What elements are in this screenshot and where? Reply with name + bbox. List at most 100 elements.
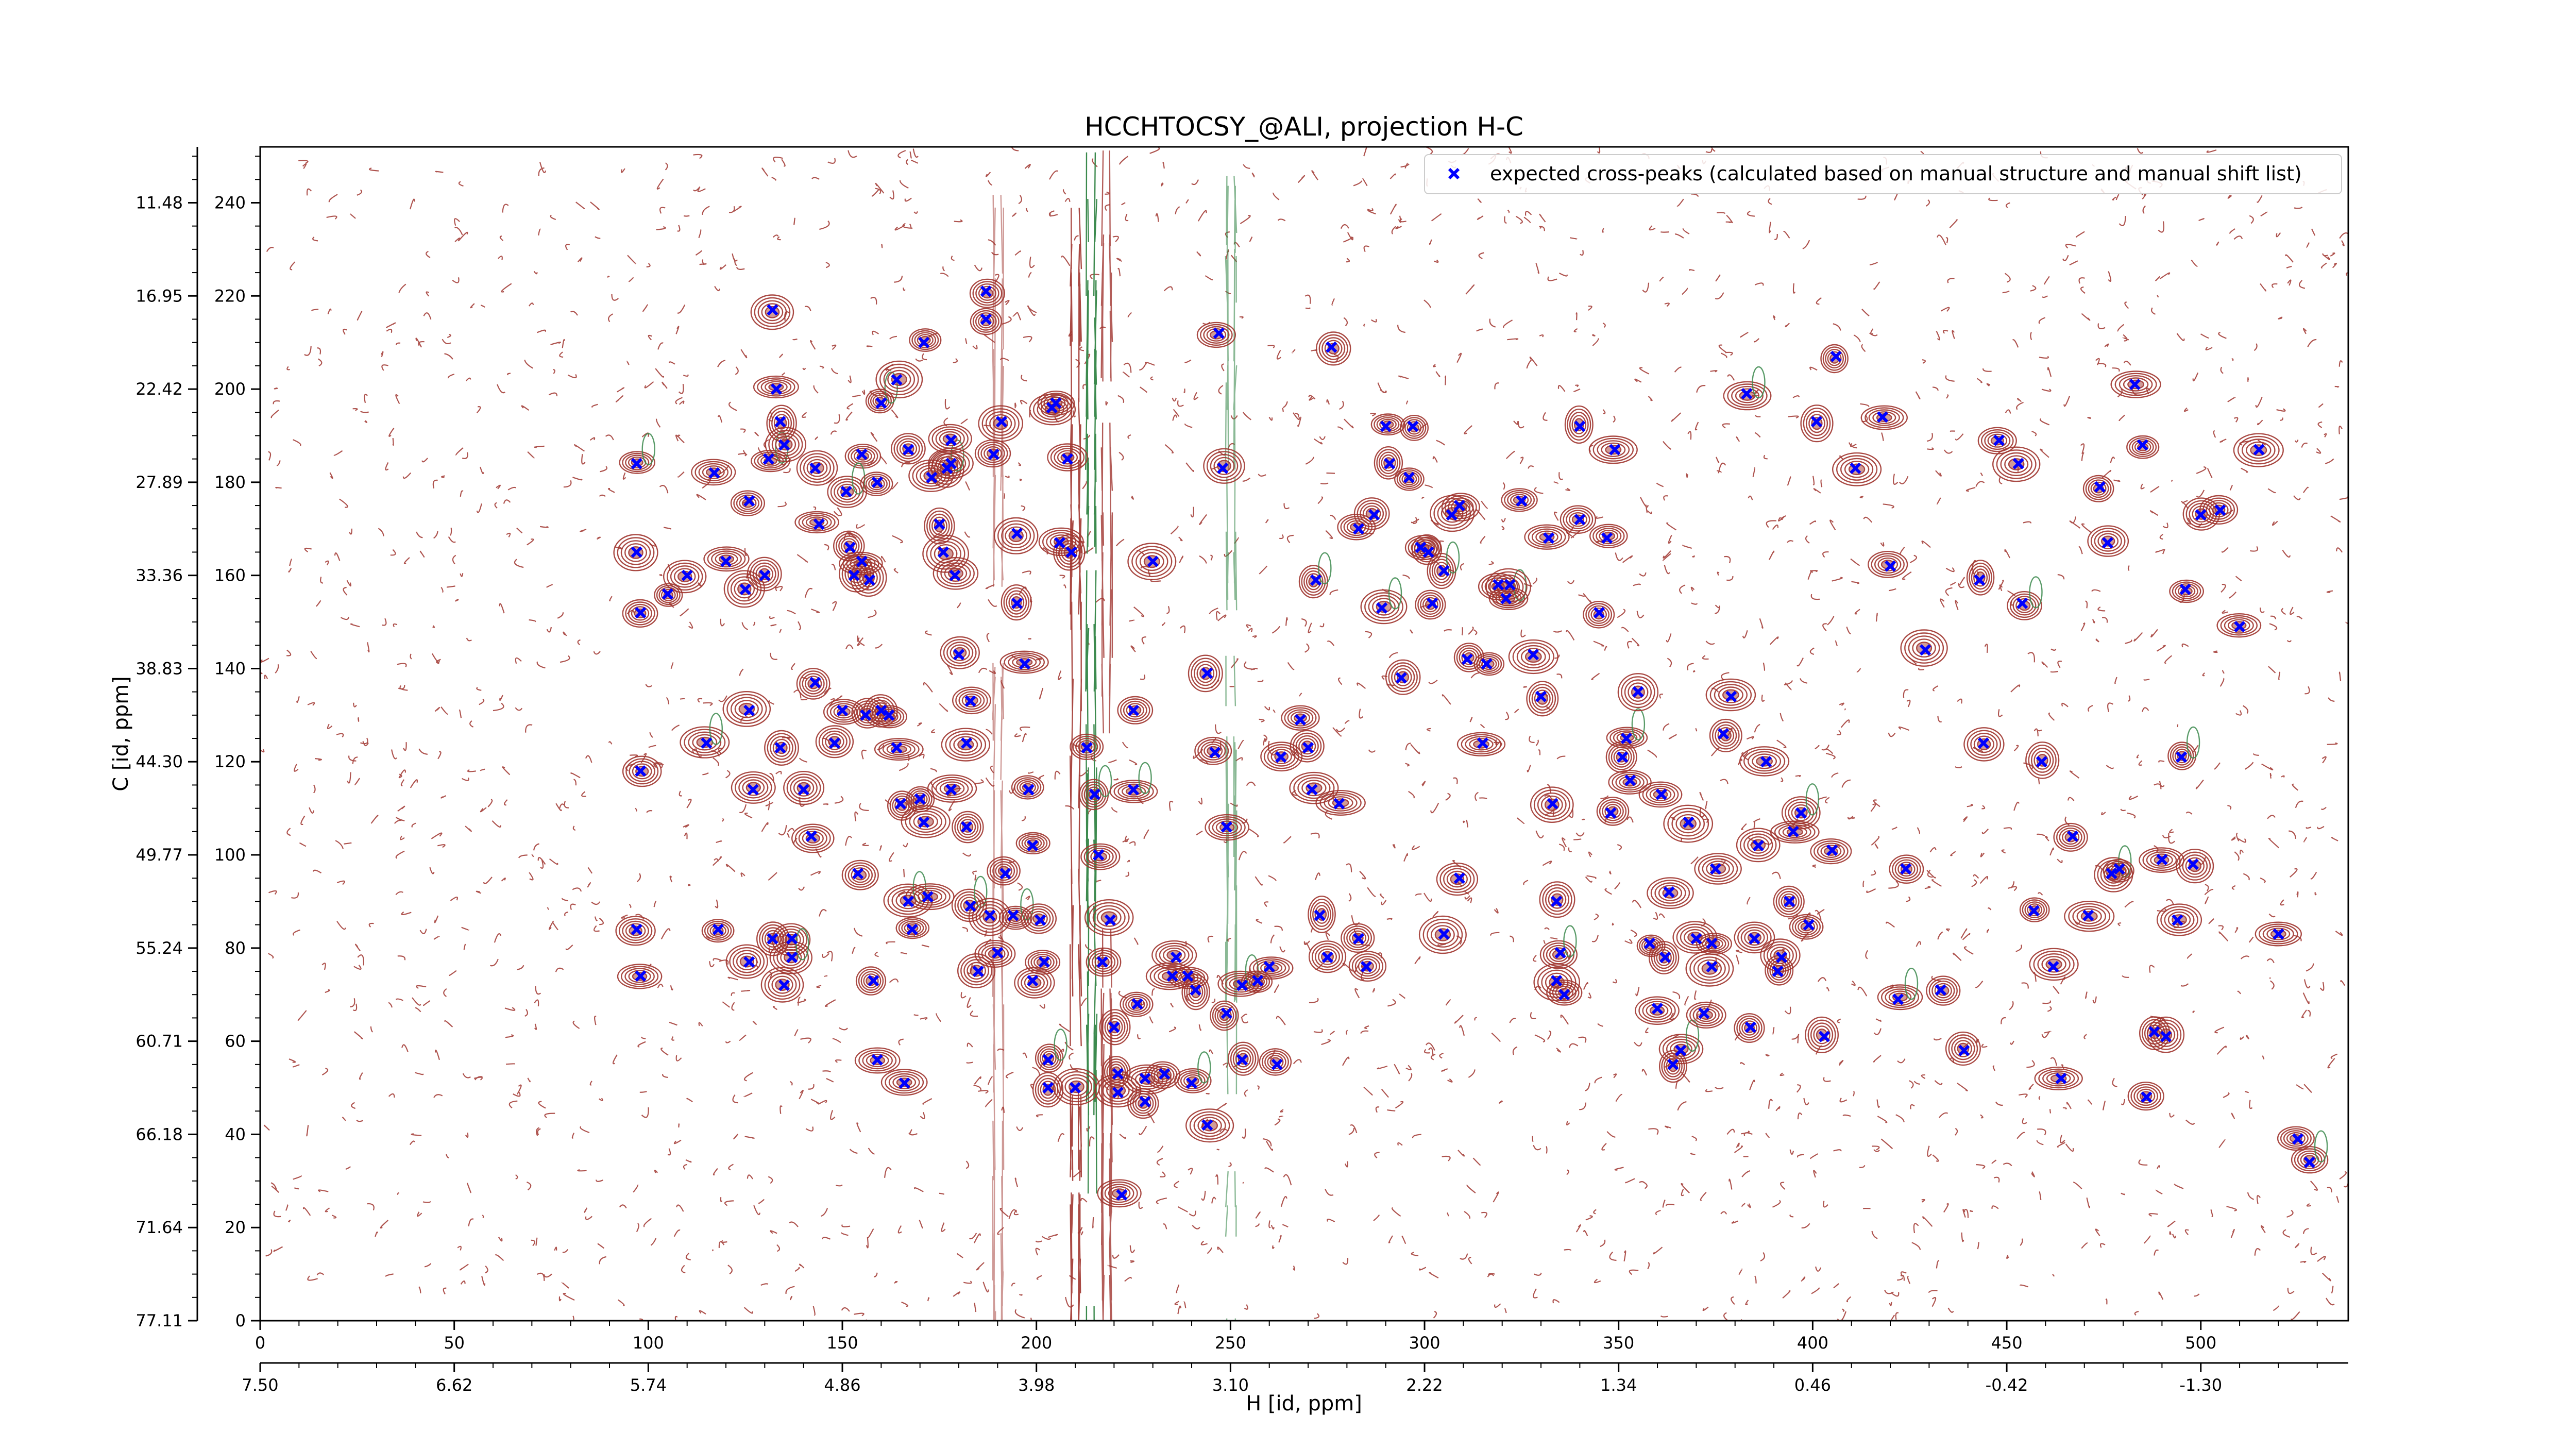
cross-peak-marker: [891, 374, 903, 386]
cross-peak-marker: [1706, 937, 1718, 949]
cross-peak-marker: [712, 923, 724, 935]
peak-contour: [1084, 899, 1134, 936]
cross-peak-marker: [747, 784, 759, 796]
cross-peak-marker: [1011, 597, 1023, 610]
x-index-axis: 0 50 100 150 200 250 300 350 400 450 500: [255, 1321, 2318, 1353]
cross-peak-marker: [871, 476, 883, 488]
legend-label: expected cross-peaks (calculated based o…: [1490, 162, 2302, 185]
cross-peak-marker: [2160, 1031, 2172, 1042]
cross-peak-marker: [875, 704, 887, 716]
cross-peak-marker: [631, 546, 642, 558]
cross-peak-marker: [1818, 1031, 1831, 1042]
cross-peak-marker: [635, 970, 647, 982]
cross-peak-marker: [1426, 597, 1438, 610]
cross-peak-marker: [1543, 532, 1555, 544]
cross-peak-marker: [856, 448, 868, 460]
cross-peak-marker: [937, 546, 950, 558]
x-index-tick-label: 50: [444, 1333, 465, 1353]
x-ppm-tick-label: 3.10: [1212, 1375, 1249, 1395]
cross-peak-marker: [1263, 961, 1275, 973]
cross-peak-marker: [1830, 350, 1842, 362]
peak-contour: [1860, 405, 1908, 430]
cross-peak-marker: [1554, 947, 1566, 959]
cross-peak-marker: [1453, 872, 1465, 884]
cross-peak-marker: [1690, 933, 1702, 945]
cross-peak-marker: [2187, 858, 2199, 870]
legend-box: [1424, 154, 2342, 194]
cross-peak-marker: [964, 900, 976, 912]
cross-peak-marker: [1201, 667, 1213, 679]
x-ppm-tick-label: 4.86: [824, 1375, 860, 1395]
cross-peak-marker: [1481, 658, 1493, 670]
cross-peak-marker: [906, 923, 918, 935]
cross-peak-marker: [828, 737, 841, 749]
cross-peak-marker: [2253, 444, 2265, 456]
cross-peak-marker: [1438, 928, 1450, 940]
cross-peak-marker: [1446, 509, 1458, 521]
cross-peak-marker: [1023, 784, 1035, 796]
cross-peak-marker: [1706, 961, 1718, 973]
x-index-tick-label: 450: [1991, 1333, 2023, 1353]
cross-peak-marker: [875, 397, 887, 409]
cross-peak-marker: [844, 542, 856, 553]
cross-peak-marker: [1236, 979, 1248, 991]
cross-peak-marker: [1752, 839, 1765, 852]
peak-contour: [1298, 552, 1332, 599]
cross-peak-marker: [1803, 919, 1815, 931]
cross-peak-marker: [1081, 742, 1093, 754]
cross-peak-marker: [1131, 998, 1143, 1010]
cross-peak-marker: [631, 923, 642, 935]
cross-peak-marker: [2148, 1026, 2160, 1038]
y-index-tick-label: 100: [214, 845, 246, 865]
cross-peak-marker: [1007, 909, 1019, 921]
cross-peak-marker: [1170, 951, 1182, 964]
cross-peak-marker: [1551, 974, 1563, 987]
legend: expected cross-peaks (calculated based o…: [1424, 154, 2342, 194]
cross-peak-marker: [1651, 1003, 1664, 1015]
cross-peak-marker: [2113, 863, 2125, 875]
cross-peak-marker: [2195, 509, 2207, 521]
cross-peak-marker: [743, 704, 755, 716]
cross-peak-marker: [743, 956, 755, 968]
cross-peak-marker: [1810, 416, 1823, 428]
cross-peak-marker: [1749, 933, 1760, 945]
cross-peak-marker: [1741, 387, 1753, 400]
cross-peak-marker: [762, 453, 775, 465]
cross-peak-marker: [1477, 737, 1489, 749]
cross-peak-marker: [1321, 951, 1333, 964]
cross-peak-marker: [1683, 816, 1694, 828]
cross-peak-marker: [883, 709, 895, 721]
cross-peak-marker: [2175, 751, 2188, 763]
cross-peak-marker: [926, 471, 938, 483]
cross-peak-marker: [1089, 788, 1100, 800]
y-ppm-tick-label: 71.64: [135, 1218, 183, 1237]
cross-peak-marker: [2012, 458, 2024, 469]
cross-peak-marker: [1182, 970, 1194, 982]
cross-peak-marker: [988, 448, 999, 460]
cross-peak-marker: [1380, 420, 1392, 432]
y-index-tick-label: 120: [214, 752, 246, 771]
cross-peak-marker: [1042, 1054, 1054, 1066]
cross-peak-marker: [1139, 1072, 1151, 1085]
cross-peak-marker: [1310, 574, 1322, 586]
x-index-tick-label: 0: [255, 1333, 265, 1353]
cross-peak-marker: [868, 974, 879, 987]
peak-contour: [1360, 577, 1408, 625]
cross-peak-marker: [2129, 378, 2141, 391]
y-ppm-tick-label: 77.11: [135, 1311, 183, 1330]
x-ppm-tick-label: 3.98: [1018, 1375, 1055, 1395]
peak-contour: [1606, 708, 1648, 749]
peak-contour: [1533, 963, 1580, 1001]
cross-peak-marker: [2214, 504, 2226, 516]
peak-contour: [1185, 1108, 1234, 1143]
peak-contour: [1723, 366, 1772, 411]
y-index-tick-label: 40: [225, 1124, 246, 1144]
peak-contour: [1473, 652, 1505, 676]
peak-contour: [1308, 896, 1336, 933]
cross-peak-marker: [767, 933, 778, 945]
cross-peak-marker: [1620, 732, 1632, 745]
cross-peak-marker: [635, 765, 647, 777]
cross-peak-marker: [1601, 532, 1613, 544]
peak-contour: [654, 583, 683, 607]
cross-peak-marker: [995, 416, 1008, 428]
